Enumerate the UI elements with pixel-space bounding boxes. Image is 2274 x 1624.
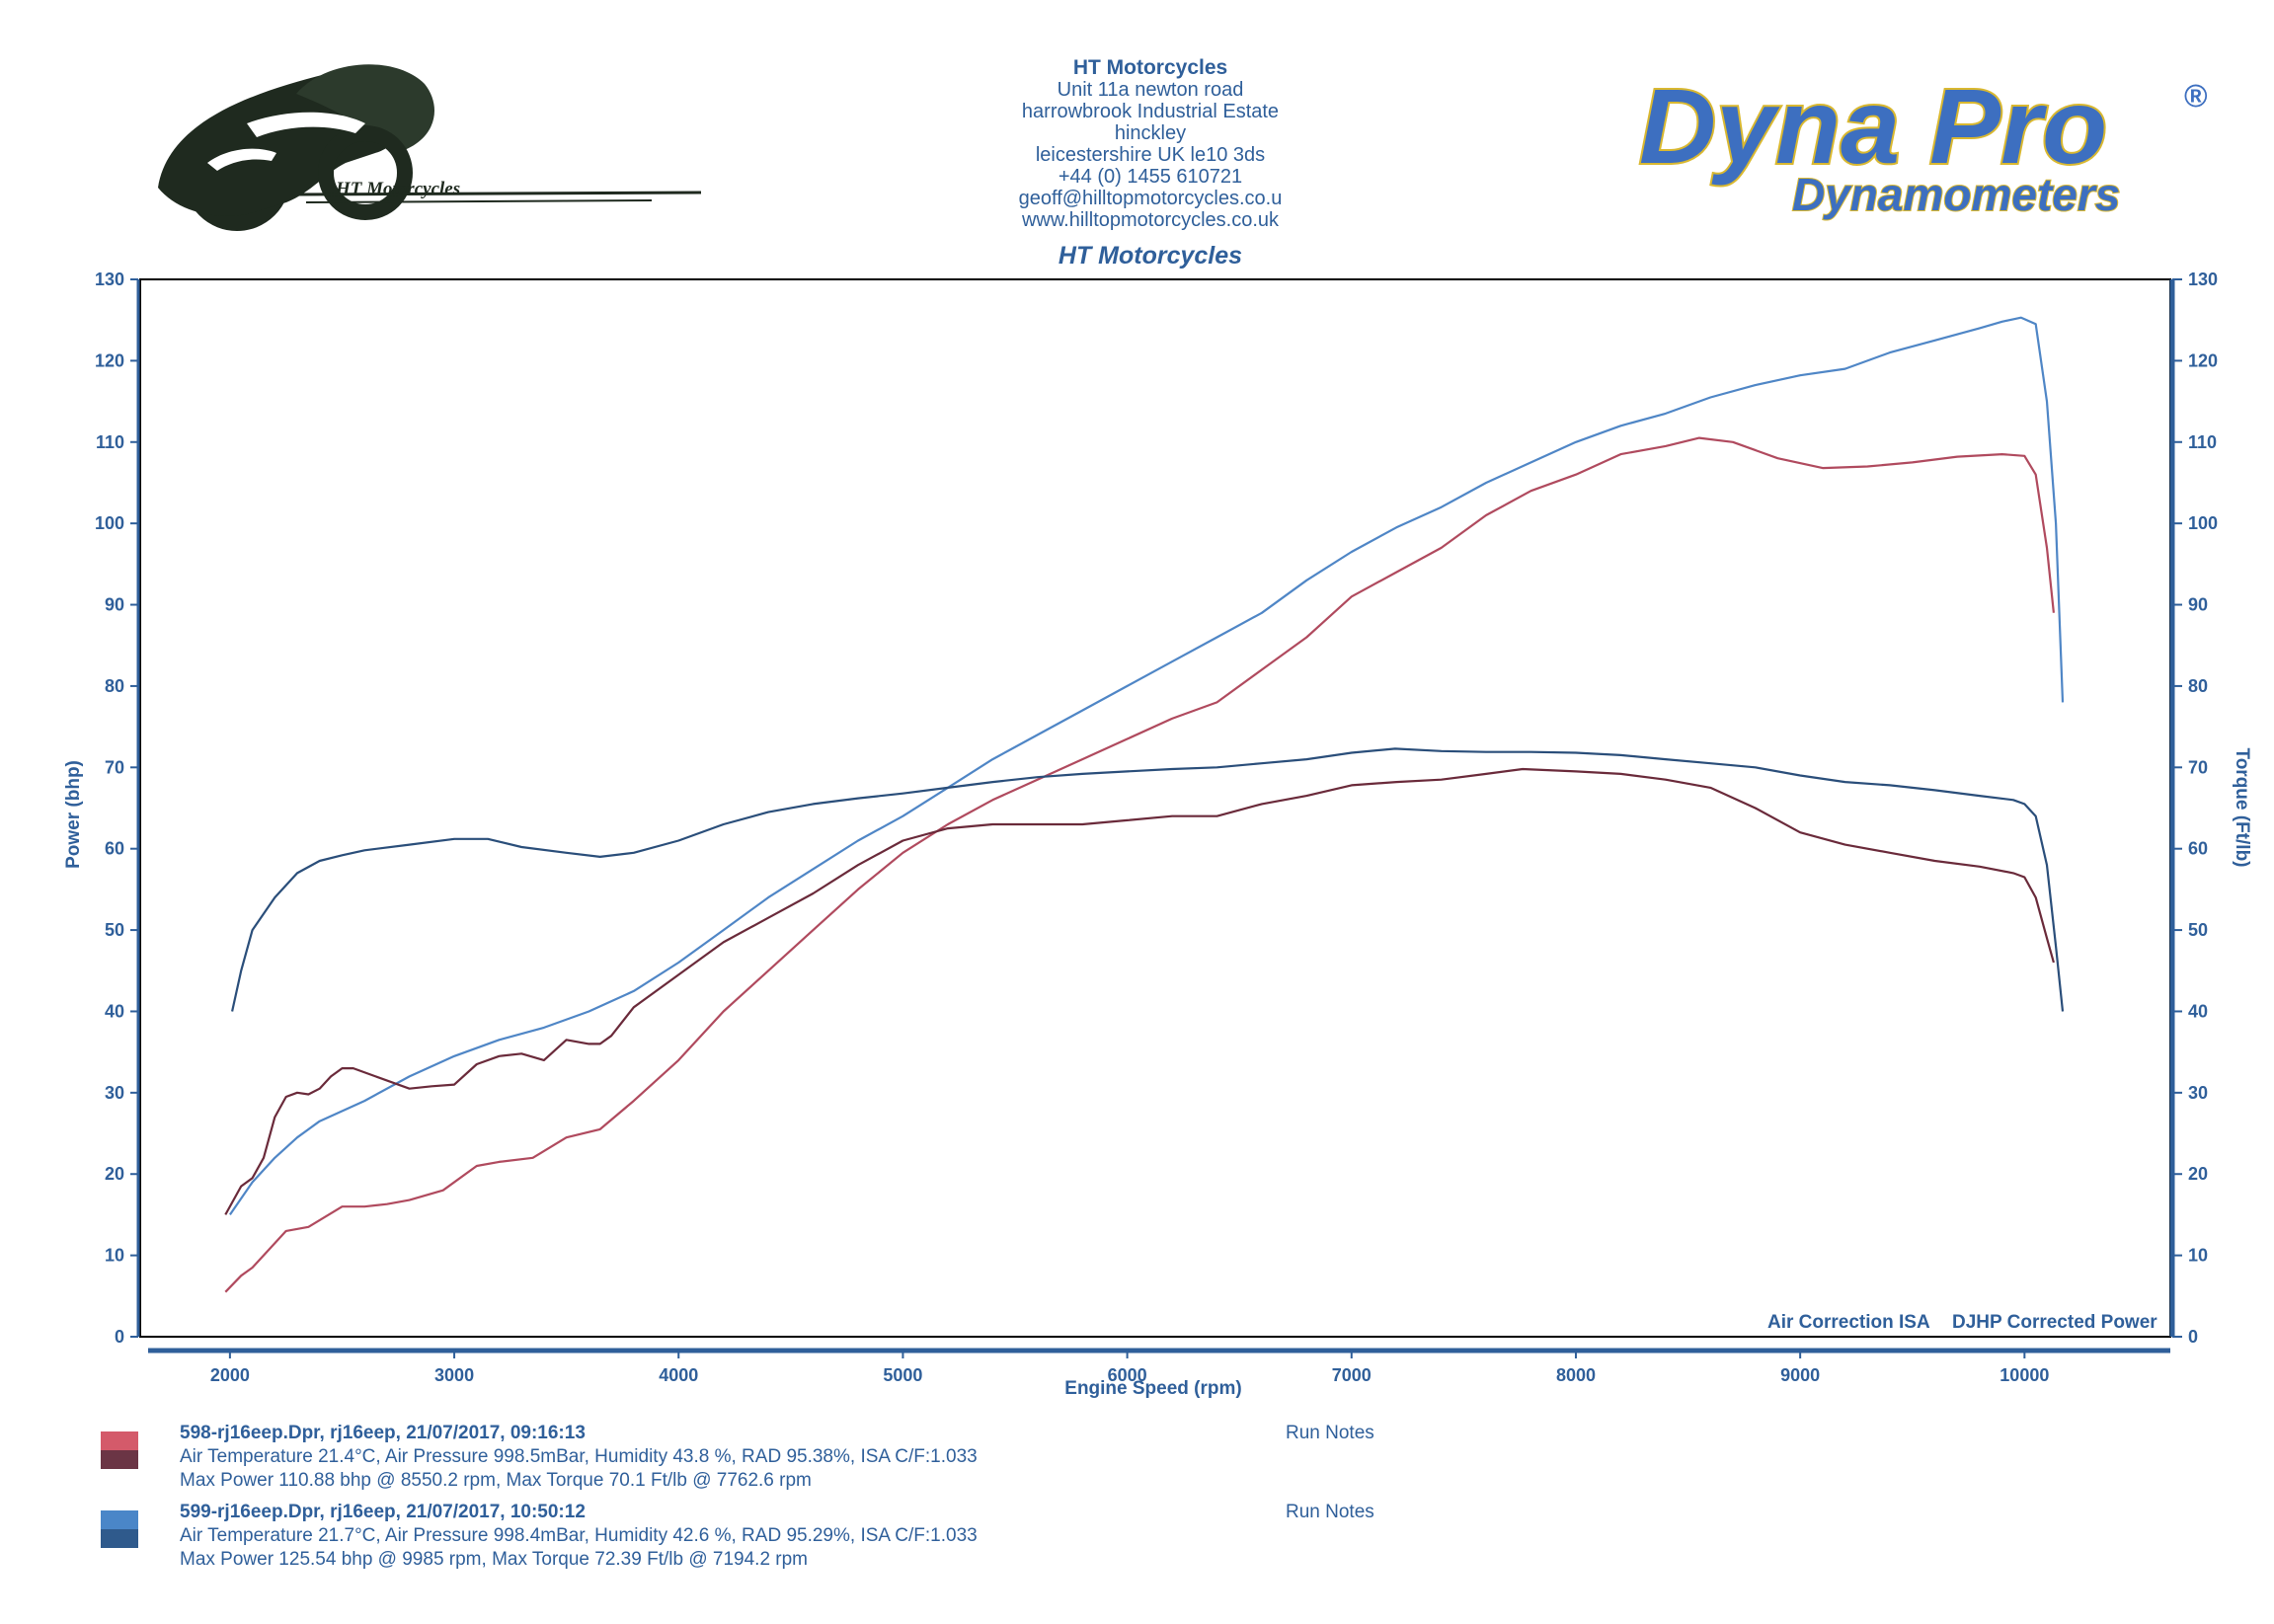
x-tick-label: 7000 [1332, 1365, 1372, 1385]
address-line: leicestershire UK le10 3ds [1035, 144, 1266, 166]
y-tick-label-right: 70 [2188, 757, 2208, 777]
run1_torque-line [224, 767, 2055, 1215]
logo-text: HT Motorcycles [335, 179, 460, 199]
x-tick-label: 8000 [1556, 1365, 1596, 1385]
dyna-pro-logo: Dyna Pro ® Dynamometers [1629, 64, 2241, 227]
y-tick-label-left: 40 [105, 1001, 124, 1021]
y-tick-label-left: 30 [105, 1083, 124, 1103]
y-tick-label-right: 0 [2188, 1327, 2198, 1347]
run-conditions: Air Temperature 21.4°C, Air Pressure 998… [180, 1446, 978, 1467]
x-axis-label: Engine Speed (rpm) [1064, 1378, 1241, 1399]
run-conditions: Air Temperature 21.7°C, Air Pressure 998… [180, 1525, 978, 1546]
x-tick-label: 5000 [883, 1365, 922, 1385]
run-file-line: 599-rj16eep.Dpr, rj16eep, 21/07/2017, 10… [180, 1502, 586, 1522]
plot-frame [139, 278, 2171, 1338]
power-color [101, 1431, 138, 1450]
company-header: HT Motorcycles Unit 11a newton road harr… [869, 57, 1432, 271]
y-tick-label-right: 130 [2188, 270, 2218, 289]
y-tick-label-right: 110 [2188, 432, 2217, 452]
run-notes: Run Notes [1286, 1423, 1374, 1443]
website-line: www.hilltopmotorcycles.co.uk [1021, 209, 1280, 231]
y-tick-label-left: 60 [105, 839, 124, 859]
x-tick-label: 6000 [1108, 1365, 1147, 1385]
address-line: Unit 11a newton road [1057, 79, 1244, 101]
y-axis-right-label: Torque (Ft/lb) [2232, 747, 2252, 867]
run-notes: Run Notes [1286, 1502, 1374, 1522]
y-tick-label-right: 120 [2188, 350, 2218, 370]
y-tick-label-left: 120 [95, 350, 124, 370]
address-line: harrowbrook Industrial Estate [1021, 101, 1280, 122]
y-tick-label-right: 80 [2188, 676, 2208, 696]
run1_power-line [224, 436, 2055, 1293]
run-599-swatch [101, 1510, 138, 1548]
y-tick-label-left: 70 [105, 757, 124, 777]
run2_power-line [228, 316, 2065, 1216]
email-line: geoff@hilltopmotorcycles.co.u [1018, 188, 1283, 209]
air-correction-note: Air Correction ISA [1767, 1312, 1930, 1333]
y-tick-label-right: 60 [2188, 839, 2208, 859]
axes: 0 0 10 10 20 20 30 30 40 40 50 50 60 60 70 70 80 80 90 90 10… [95, 270, 2218, 1385]
y-tick-label-left: 10 [105, 1246, 124, 1266]
y-tick-label-left: 50 [105, 920, 124, 940]
y-tick-label-left: 130 [95, 270, 124, 289]
y-tick-label-left: 0 [115, 1327, 124, 1347]
y-tick-label-left: 90 [105, 595, 124, 615]
y-tick-label-left: 100 [95, 513, 124, 533]
x-tick-label: 2000 [210, 1365, 250, 1385]
registered-mark: ® [2184, 78, 2208, 114]
torque-color [101, 1529, 138, 1548]
y-tick-label-right: 100 [2188, 513, 2218, 533]
y-tick-label-right: 50 [2188, 920, 2208, 940]
y-tick-label-right: 20 [2188, 1164, 2208, 1184]
run-file-line: 598-rj16eep.Dpr, rj16eep, 21/07/2017, 09… [180, 1423, 586, 1443]
phone-line: +44 (0) 1455 610721 [1058, 166, 1243, 188]
y-tick-label-right: 30 [2188, 1083, 2208, 1103]
logo-brand: Dyna Pro [1639, 69, 2107, 186]
x-tick-label: 3000 [434, 1365, 474, 1385]
address-line: hinckley [1114, 122, 1187, 144]
x-tick-label: 9000 [1780, 1365, 1820, 1385]
y-tick-label-right: 90 [2188, 595, 2208, 615]
x-tick-label: 4000 [659, 1365, 698, 1385]
run-max-values: Max Power 125.54 bhp @ 9985 rpm, Max Tor… [180, 1549, 809, 1570]
y-tick-label-left: 80 [105, 676, 124, 696]
run2_torque-line [231, 747, 2065, 1012]
torque-color [101, 1450, 138, 1469]
series-lines [224, 316, 2065, 1293]
power-color [101, 1510, 138, 1529]
run-598-swatch [101, 1431, 138, 1469]
axis-labels: Engine Speed (rpm) Power (bhp) Torque (F… [63, 747, 2252, 1399]
y-tick-label-left: 110 [96, 432, 124, 452]
y-tick-label-right: 40 [2188, 1001, 2208, 1021]
y-tick-label-left: 20 [105, 1164, 124, 1184]
ht-motorcycles-logo: HT Motorcycles [99, 54, 711, 237]
logo-sub: Dynamometers [1792, 169, 2120, 220]
chart-subtitle: HT Motorcycles [1058, 242, 1243, 270]
company-name: HT Motorcycles [1072, 56, 1228, 79]
x-tick-label: 10000 [2000, 1365, 2049, 1385]
run-max-values: Max Power 110.88 bhp @ 8550.2 rpm, Max T… [180, 1470, 812, 1491]
y-tick-label-right: 10 [2188, 1246, 2208, 1266]
y-axis-left-label: Power (bhp) [63, 760, 84, 869]
correction-type-note: DJHP Corrected Power [1952, 1312, 2157, 1333]
